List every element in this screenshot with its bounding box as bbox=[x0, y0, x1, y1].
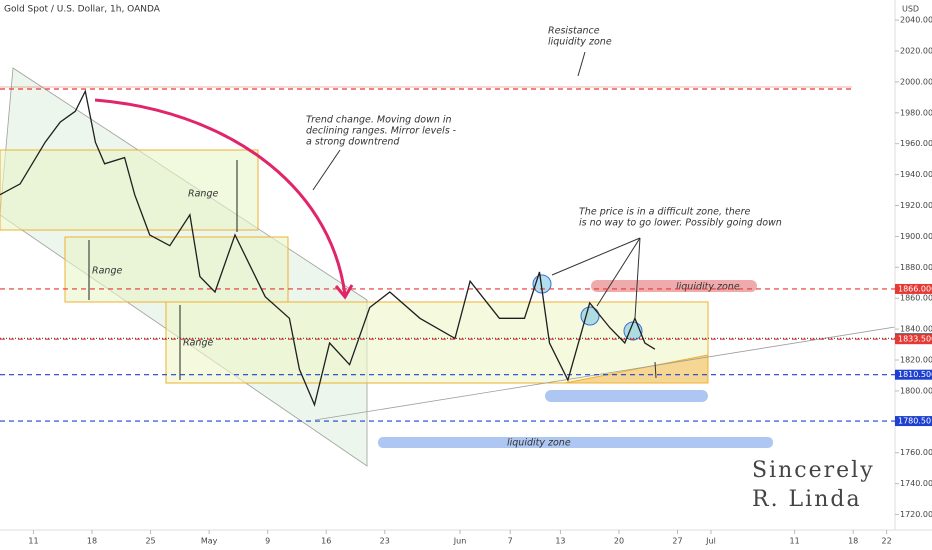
curved-arrow bbox=[94, 98, 347, 296]
x-tick-label: 13 bbox=[555, 537, 565, 546]
y-tick-label: 2020.000 bbox=[900, 46, 932, 55]
price-tag-label: 1780.501 bbox=[898, 417, 932, 426]
price-tag bbox=[895, 369, 932, 380]
x-tick-label: 25 bbox=[145, 537, 155, 546]
range-box bbox=[165, 301, 709, 384]
x-tick-label: 11 bbox=[28, 537, 38, 546]
currency: USD bbox=[902, 5, 919, 14]
y-tick-label: 1960.000 bbox=[900, 139, 932, 148]
annotation: is no way to go lower. Possibly going do… bbox=[579, 218, 782, 229]
y-tick-label: 1820.000 bbox=[900, 356, 932, 365]
circle-marker bbox=[580, 306, 600, 326]
signature: Sincerely bbox=[752, 458, 875, 483]
x-tick-label: 27 bbox=[672, 537, 682, 546]
y-tick-label: 1740.000 bbox=[900, 479, 932, 488]
x-tick-label: 9 bbox=[265, 537, 270, 546]
x-tick-label: 18 bbox=[87, 537, 97, 546]
note-arrow bbox=[634, 237, 641, 319]
price-tag bbox=[895, 283, 932, 294]
x-tick-label: 23 bbox=[380, 537, 390, 546]
range-label: Range bbox=[183, 338, 213, 349]
price-tag-label: 1866.000 bbox=[898, 284, 932, 293]
y-tick-label: 2000.000 bbox=[900, 77, 932, 86]
price-tag-label: 1833.500 bbox=[898, 335, 932, 344]
x-tick-label: 16 bbox=[321, 537, 331, 546]
trend-line bbox=[314, 326, 896, 421]
x-tick-label: 7 bbox=[508, 537, 513, 546]
annotation: a strong downtrend bbox=[306, 137, 400, 148]
y-tick-label: 1720.000 bbox=[900, 510, 932, 519]
note-arrow bbox=[312, 149, 341, 191]
annotation: liquidity zone bbox=[548, 37, 612, 48]
y-tick-label: 1800.000 bbox=[900, 386, 932, 395]
range-label: Range bbox=[92, 266, 122, 277]
chart-title: Gold Spot / U.S. Dollar, 1h, OANDA bbox=[4, 5, 161, 15]
x-tick-label: May bbox=[201, 537, 218, 546]
zone-label: liquidity zone bbox=[507, 438, 571, 449]
y-tick-label: 1840.000 bbox=[900, 325, 932, 334]
x-tick-label: 18 bbox=[848, 537, 858, 546]
liquidity-pill bbox=[378, 437, 773, 448]
annotation: Resistance bbox=[548, 26, 600, 37]
zone-label: liquidity zone bbox=[676, 282, 740, 293]
note-arrow bbox=[654, 361, 657, 379]
y-tick-label: 1940.000 bbox=[900, 170, 932, 179]
y-tick-label: 1980.000 bbox=[900, 108, 932, 117]
y-tick-label: 1880.000 bbox=[900, 263, 932, 272]
y-tick-label: 1860.000 bbox=[900, 294, 932, 303]
range-box bbox=[64, 236, 289, 303]
liquidity-pill bbox=[545, 390, 708, 402]
x-tick-label: 22 bbox=[882, 537, 892, 546]
y-tick-label: 1760.000 bbox=[900, 448, 932, 457]
arrow-head bbox=[334, 284, 354, 300]
note-arrow bbox=[596, 237, 641, 307]
x-tick-label: Jul bbox=[705, 537, 716, 546]
y-tick-label: 2040.000 bbox=[900, 16, 932, 25]
annotation: The price is in a difficult zone, there bbox=[579, 207, 750, 218]
x-tick-label: 11 bbox=[790, 537, 800, 546]
triangle bbox=[564, 354, 709, 384]
price-tag-label: 1810.500 bbox=[898, 370, 932, 379]
range-box bbox=[0, 149, 259, 231]
range-label: Range bbox=[188, 189, 218, 200]
annotation: declining ranges. Mirror levels - bbox=[306, 126, 457, 137]
x-tick-label: 20 bbox=[614, 537, 624, 546]
signature: R. Linda bbox=[752, 487, 862, 512]
price-tag bbox=[895, 416, 932, 427]
note-arrow bbox=[577, 51, 586, 77]
note-arrow bbox=[551, 237, 641, 276]
price-line-series bbox=[0, 89, 656, 407]
y-tick-label: 1920.000 bbox=[900, 201, 932, 210]
y-tick-label: 1900.000 bbox=[900, 232, 932, 241]
price-tag bbox=[895, 334, 932, 345]
x-tick-label: Jun bbox=[453, 537, 467, 546]
annotation: Trend change. Moving down in bbox=[306, 115, 452, 126]
